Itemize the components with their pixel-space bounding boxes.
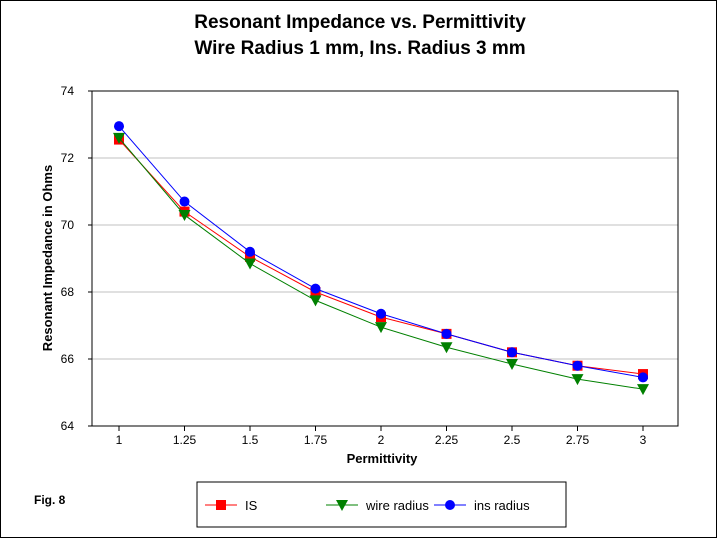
legend: IS wire radius ins radius xyxy=(205,498,530,513)
x-tick-label: 2.5 xyxy=(504,433,521,447)
data-point xyxy=(506,359,518,371)
series-group xyxy=(113,121,649,396)
data-point xyxy=(507,347,517,358)
series-line xyxy=(118,139,644,375)
data-point xyxy=(375,322,387,334)
legend-label: IS xyxy=(245,498,258,513)
grid-lines xyxy=(92,157,678,360)
data-point xyxy=(245,246,255,257)
legend-label: ins radius xyxy=(474,498,530,513)
x-tick-label: 2.75 xyxy=(566,433,590,447)
y-tick-label: 74 xyxy=(61,84,75,98)
data-point xyxy=(638,372,648,383)
data-point xyxy=(441,328,452,339)
series-is xyxy=(114,134,648,380)
x-tick-label: 1.75 xyxy=(304,433,328,447)
data-point xyxy=(244,258,256,270)
y-tick-label: 66 xyxy=(61,352,75,366)
data-point xyxy=(178,209,191,221)
legend-marker xyxy=(216,500,226,510)
y-tick-label: 70 xyxy=(61,218,75,232)
data-point xyxy=(571,374,584,386)
y-axis-title: Resonant Impedance in Ohms xyxy=(40,165,55,351)
data-point xyxy=(309,295,322,307)
legend-item-ins-radius: ins radius xyxy=(434,498,530,513)
chart-subtitle: Wire Radius 1 mm, Ins. Radius 3 mm xyxy=(194,38,525,59)
y-tick-label: 72 xyxy=(61,151,75,165)
data-point xyxy=(310,283,321,294)
legend-item-is: IS xyxy=(205,498,258,513)
data-point xyxy=(376,308,386,319)
data-point xyxy=(113,132,125,144)
x-tick-label: 2.25 xyxy=(435,433,459,447)
chart-title: Resonant Impedance vs. Permittivity xyxy=(194,12,526,33)
x-tick-label: 1.25 xyxy=(173,433,197,447)
data-point xyxy=(572,360,583,371)
data-point xyxy=(637,384,649,396)
x-tick-label: 2 xyxy=(378,433,385,447)
legend-box xyxy=(196,481,567,528)
series-ins-radius xyxy=(114,121,648,383)
plot-area-frame xyxy=(91,90,679,427)
x-axis-title: Permittivity xyxy=(347,451,419,466)
series-wire-radius xyxy=(113,132,649,396)
legend-marker xyxy=(445,500,455,510)
y-tick-label: 68 xyxy=(61,285,75,299)
series-line xyxy=(118,125,644,378)
data-point xyxy=(114,121,124,132)
legend-item-wire-radius: wire radius xyxy=(326,498,429,513)
y-tick-label: 64 xyxy=(61,419,75,433)
legend-marker xyxy=(336,500,348,511)
x-tick-label: 3 xyxy=(640,433,647,447)
legend-label: wire radius xyxy=(365,498,429,513)
x-tick-label: 1.5 xyxy=(242,433,259,447)
series-line xyxy=(118,137,644,390)
x-tick-label: 1 xyxy=(116,433,123,447)
axis-ticks: 64 66 68 70 72 74 1 1.25 1.5 1.75 2 2.25 2.5 2.75 3 xyxy=(61,84,647,447)
data-point xyxy=(440,342,453,354)
figure-label: Fig. 8 xyxy=(34,493,66,507)
data-point xyxy=(179,196,190,207)
data-point xyxy=(245,251,255,262)
